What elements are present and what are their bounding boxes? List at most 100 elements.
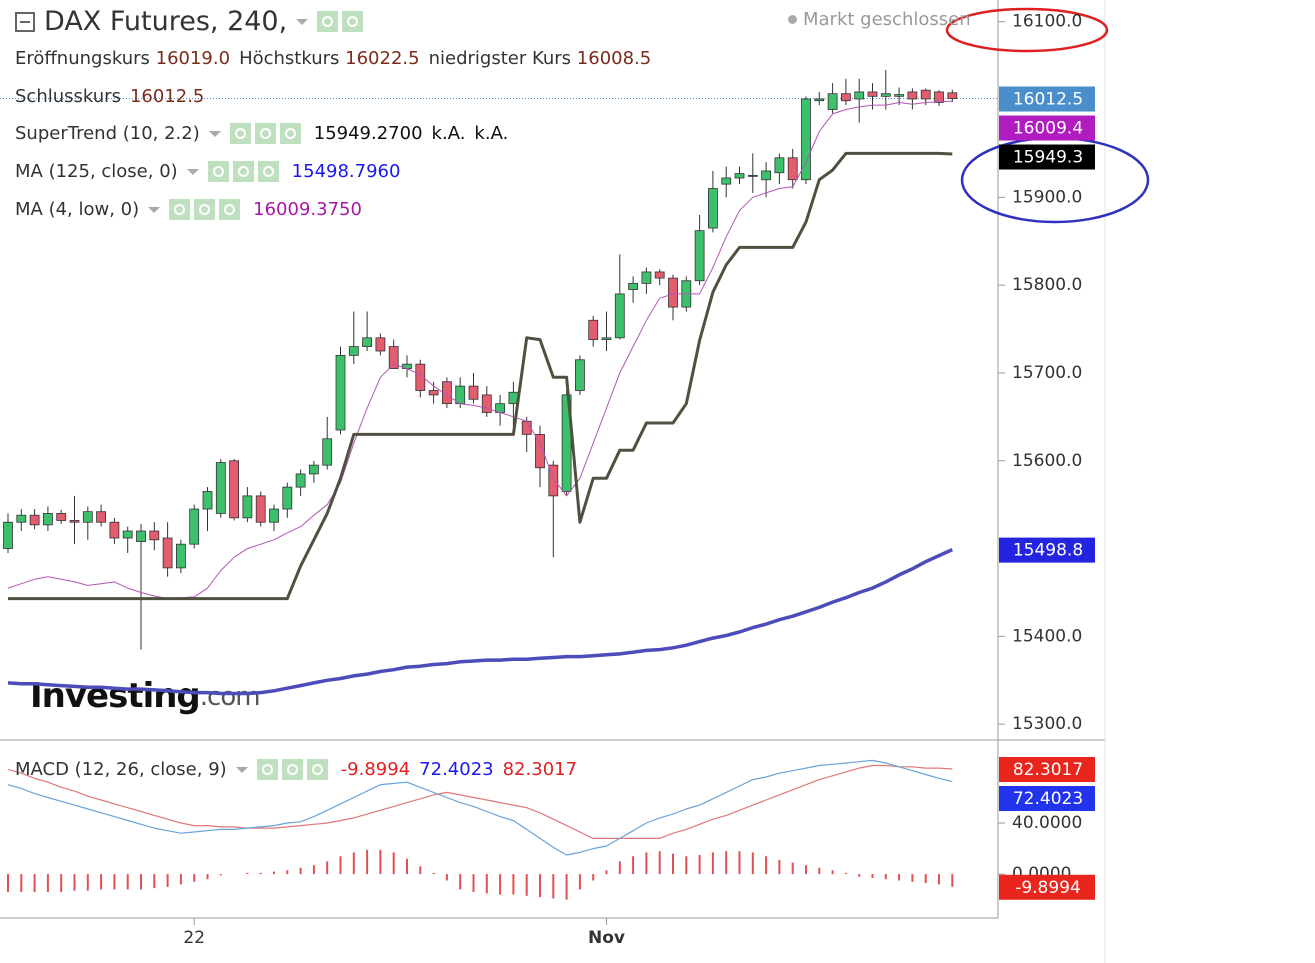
candle-body bbox=[734, 173, 745, 179]
y-tick-label: 15300.0 bbox=[1012, 714, 1082, 734]
dropdown[interactable] bbox=[208, 130, 221, 137]
status-text: Markt geschlossen bbox=[803, 9, 971, 30]
candle-body bbox=[308, 464, 319, 475]
eye-icon[interactable] bbox=[207, 161, 229, 182]
eye-icon[interactable] bbox=[169, 199, 191, 220]
candle-body bbox=[3, 521, 13, 549]
ohlc-row: Eröffnungskurs 16019.0 Höchstkurs 16022.… bbox=[15, 48, 660, 69]
candle-body bbox=[69, 520, 80, 523]
icons bbox=[169, 199, 244, 220]
ohlc-label: Höchstkurs 16022.5 bbox=[239, 48, 420, 69]
macd-line bbox=[7, 759, 953, 856]
candle-body bbox=[774, 157, 785, 174]
indicator-line bbox=[8, 151, 953, 601]
candle-body bbox=[415, 363, 426, 391]
candle-body bbox=[428, 390, 439, 396]
candle-body bbox=[841, 93, 851, 102]
close-icon[interactable] bbox=[257, 161, 279, 182]
indicator-value: k.A. bbox=[431, 123, 466, 144]
price-tag-label: -9.8994 bbox=[1015, 878, 1081, 898]
value: 16019.0 bbox=[155, 48, 231, 69]
price-tag-label: 15498.8 bbox=[1013, 541, 1083, 561]
candle-body bbox=[388, 346, 399, 369]
x-tick-label: Nov bbox=[588, 928, 625, 948]
signal-line bbox=[7, 764, 953, 840]
candle-body bbox=[282, 486, 293, 510]
label: Höchstkurs bbox=[239, 48, 340, 69]
candle-body bbox=[82, 511, 93, 523]
indicator-name: MACD (12, 26, close, 9) bbox=[15, 759, 227, 780]
macd-value: -9.8994 bbox=[340, 759, 411, 780]
watermark: Investing.com bbox=[30, 676, 260, 716]
macd-y-tick-label: 40.0000 bbox=[1012, 813, 1082, 833]
candle-body bbox=[694, 230, 705, 282]
status-dot bbox=[788, 15, 797, 24]
candle-body bbox=[535, 434, 545, 469]
candle-body bbox=[920, 89, 931, 100]
macd-row: MACD (12, 26, close, 9) -9.8994 72.4023 … bbox=[15, 759, 586, 780]
candle-body bbox=[801, 98, 811, 181]
value: 16008.5 bbox=[576, 48, 652, 69]
candle-body bbox=[136, 530, 146, 542]
indicator-name: MA (4, low, 0) bbox=[15, 199, 140, 220]
close-row: Schlusskurs 16012.5 bbox=[15, 86, 213, 107]
candle-body bbox=[335, 354, 346, 431]
price-tag bbox=[999, 756, 1095, 782]
candle-body bbox=[96, 511, 106, 523]
candle-body bbox=[880, 93, 891, 97]
close-icon[interactable] bbox=[279, 123, 301, 144]
candle-body bbox=[16, 514, 27, 523]
eye-icon[interactable] bbox=[229, 123, 251, 144]
x-tick-label: 22 bbox=[183, 928, 205, 948]
ohlc-label: Eröffnungskurs 16019.0 bbox=[15, 48, 230, 69]
price-tag-label: 82.3017 bbox=[1013, 760, 1083, 780]
dropdown[interactable] bbox=[186, 168, 199, 175]
dropdown[interactable] bbox=[148, 206, 161, 213]
macd-value: 72.4023 bbox=[419, 759, 494, 780]
settings-icon[interactable] bbox=[194, 199, 216, 220]
candle-body bbox=[934, 91, 944, 103]
candle-body bbox=[481, 394, 492, 413]
settings-icon[interactable] bbox=[232, 161, 254, 182]
collapse-toggle[interactable] bbox=[15, 11, 35, 32]
candle-body bbox=[269, 508, 279, 523]
price-tag bbox=[999, 537, 1095, 563]
label: Eröffnungskurs bbox=[15, 48, 150, 69]
eye-icon[interactable] bbox=[317, 11, 339, 32]
candle-body bbox=[322, 438, 333, 466]
candle-body bbox=[348, 346, 359, 356]
candle-body bbox=[761, 170, 771, 181]
price-tag-label: 72.4023 bbox=[1013, 789, 1083, 809]
settings-icon[interactable] bbox=[342, 11, 364, 32]
candle-body bbox=[362, 337, 373, 347]
close-icon[interactable] bbox=[306, 759, 328, 780]
candle-body bbox=[561, 394, 572, 492]
candle-body bbox=[588, 319, 599, 340]
close-icon[interactable] bbox=[219, 199, 241, 220]
candle-body bbox=[947, 92, 958, 99]
price-tag bbox=[999, 115, 1095, 141]
price-tag bbox=[999, 874, 1095, 900]
candle-body bbox=[668, 277, 678, 308]
ohlc-label: niedrigster Kurs 16008.5 bbox=[429, 48, 652, 69]
dropdown[interactable] bbox=[296, 18, 309, 25]
indicator-row: SuperTrend (10, 2.2) 15949.2700 k.A. k.A… bbox=[15, 123, 517, 144]
watermark-suffix: .com bbox=[200, 682, 260, 712]
indicator-value: 15949.2700 bbox=[313, 123, 423, 144]
indicator-name: MA (125, close, 0) bbox=[15, 161, 178, 182]
candle-body bbox=[29, 514, 40, 526]
candle-body bbox=[521, 420, 532, 435]
dropdown[interactable] bbox=[235, 766, 248, 773]
settings-icon[interactable] bbox=[281, 759, 303, 780]
label: Schlusskurs bbox=[15, 86, 121, 107]
eye-icon[interactable] bbox=[256, 759, 278, 780]
y-tick-label: 15700.0 bbox=[1012, 363, 1082, 383]
candle-body bbox=[202, 491, 213, 510]
candle-body bbox=[708, 188, 718, 229]
candle-body bbox=[215, 462, 226, 514]
settings-icon[interactable] bbox=[254, 123, 276, 144]
price-tag bbox=[999, 785, 1095, 811]
chart-title: DAX Futures, 240, bbox=[44, 6, 288, 37]
candle-body bbox=[548, 464, 559, 497]
